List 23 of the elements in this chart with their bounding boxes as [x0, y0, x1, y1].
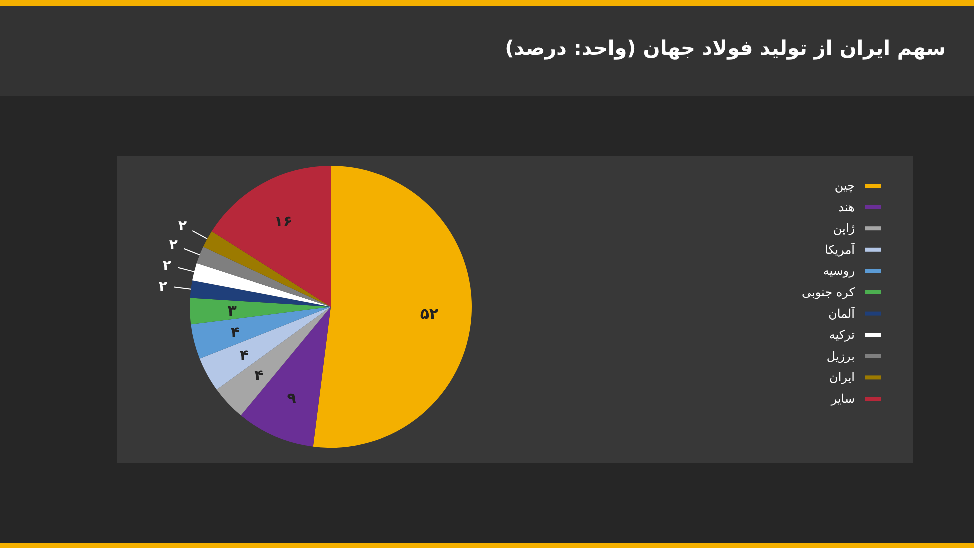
legend-label: برزیل — [826, 349, 855, 364]
data-label: ۲ — [158, 278, 168, 295]
data-label: ۴ — [230, 324, 240, 342]
data-label: ۵۲ — [420, 305, 439, 324]
data-label: ۹ — [287, 390, 296, 408]
data-label: ۲ — [169, 238, 178, 254]
data-label: ۴ — [240, 346, 250, 365]
legend-label: روسیه — [823, 264, 856, 278]
legend-label: سایر — [830, 392, 855, 406]
legend-label: ترکیه — [829, 328, 855, 342]
legend-label: آلمان — [828, 306, 856, 321]
legend-label: آمریکا — [824, 242, 856, 257]
data-label: ۲ — [178, 218, 188, 234]
legend-label: ایران — [830, 370, 855, 385]
data-label: ۳ — [228, 302, 237, 320]
legend-label: چین — [834, 179, 855, 193]
data-label: ۴ — [254, 366, 264, 385]
legend-label: هند — [838, 200, 855, 214]
legend-label: ژاپن — [833, 222, 856, 236]
data-label: ۲ — [162, 258, 172, 274]
data-label: ۱۶ — [274, 212, 293, 231]
chart-title: سهم ایران از تولید فولاد جهان (واحد: درصد) — [505, 36, 946, 60]
legend-label: کره جنوبی — [802, 286, 856, 300]
